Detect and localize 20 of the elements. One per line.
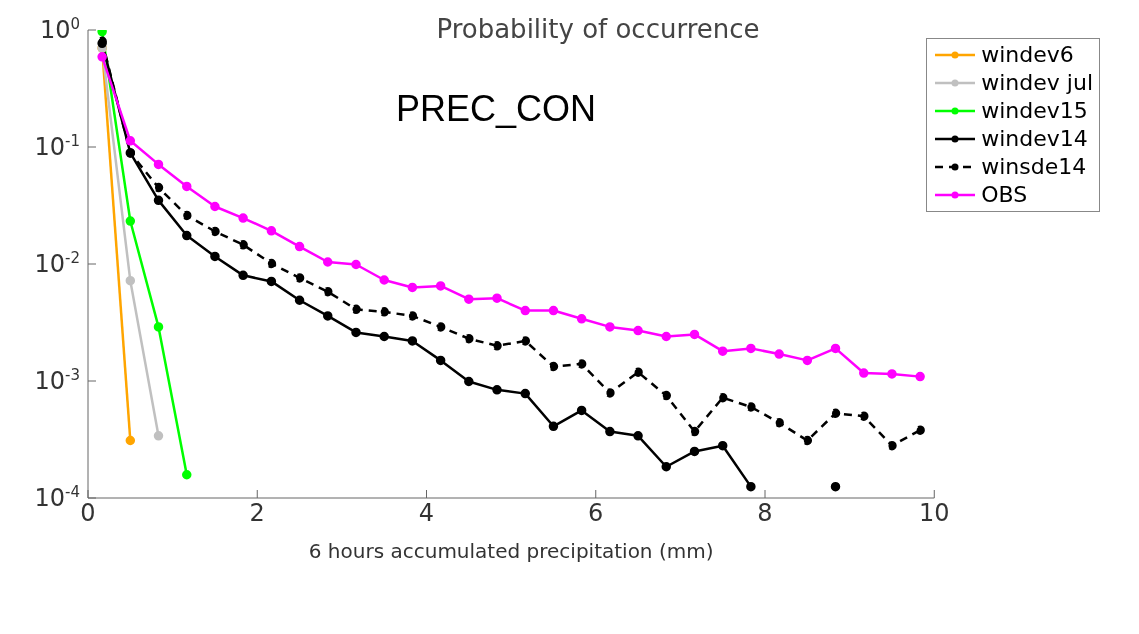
legend-label: windev14 <box>981 125 1088 153</box>
chart-title: Probability of occurrence <box>398 14 798 44</box>
y-tick-label: 10$^{-4}$ <box>34 483 80 512</box>
y-tick-label: 10$^{-2}$ <box>34 249 80 278</box>
legend-label: windev jul <box>981 69 1093 97</box>
legend-label: windev6 <box>981 41 1074 69</box>
y-tick-label: 10$^{-1}$ <box>34 132 80 161</box>
x-tick-label: 8 <box>757 499 773 528</box>
legend-label: winsde14 <box>981 153 1087 181</box>
x-tick-label: 6 <box>588 499 604 528</box>
y-tick-label: 10$^{-3}$ <box>34 366 80 395</box>
x-tick-label: 2 <box>249 499 265 528</box>
x-tick-label: 0 <box>80 499 96 528</box>
x-tick-label: 4 <box>418 499 435 528</box>
x-tick-label: 10 <box>918 499 950 528</box>
y-tick-label: 10$^{0}$ <box>39 15 80 44</box>
legend-label: OBS <box>981 181 1028 209</box>
legend-label: windev15 <box>981 97 1088 125</box>
x-axis-title: 6 hours accumulated precipitation (mm) <box>308 539 714 563</box>
annotation: PREC_CON <box>394 88 597 130</box>
